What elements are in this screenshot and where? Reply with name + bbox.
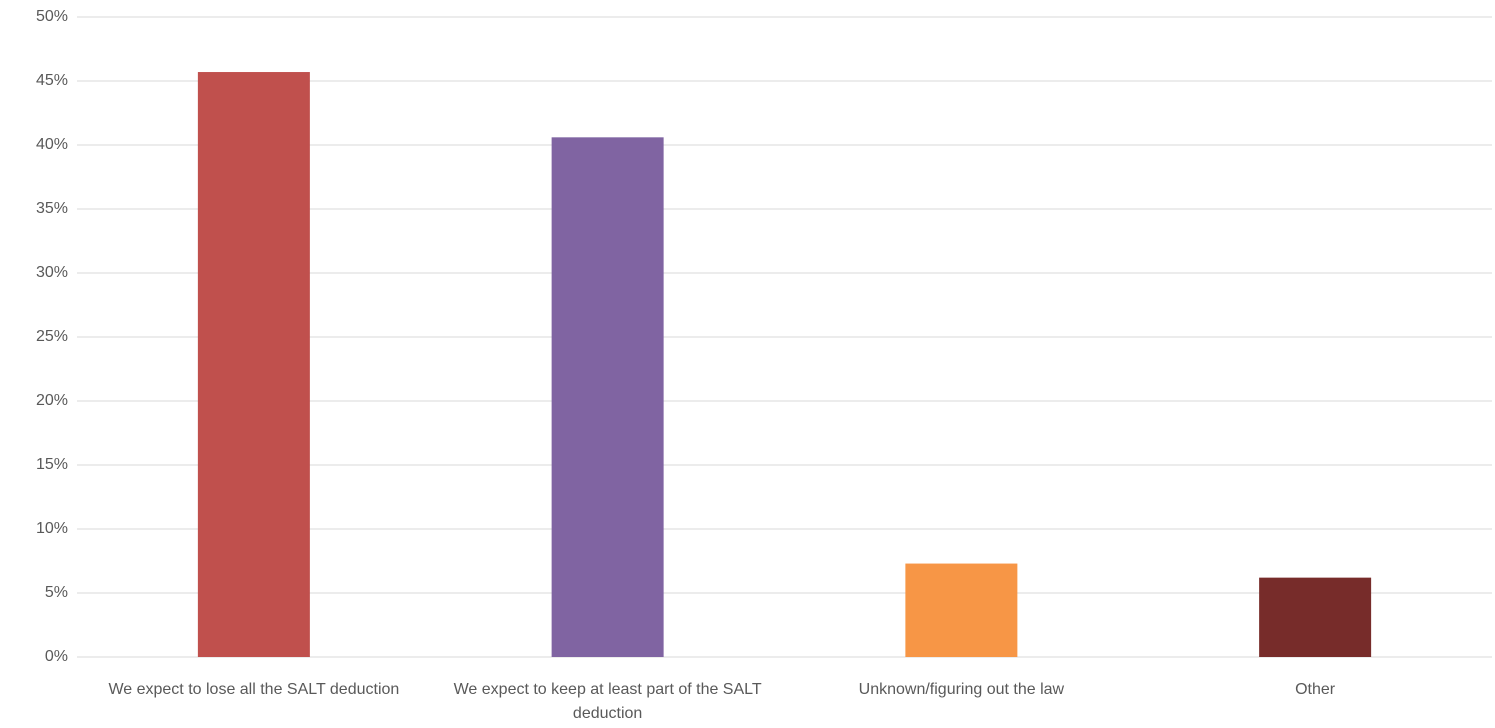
bar [197,72,310,658]
bar [1259,577,1372,657]
y-tick-label: 15% [36,456,68,473]
y-tick-label: 45% [36,72,68,89]
y-tick-label: 20% [36,392,68,409]
x-tick-label: We expect to keep at least part of the S… [454,681,762,722]
y-tick-label: 0% [45,648,68,665]
y-tick-label: 30% [36,264,68,281]
x-tick-label: We expect to lose all the SALT deduction [108,681,399,698]
y-tick-label: 5% [45,584,68,601]
x-tick-label: Unknown/figuring out the law [859,681,1065,698]
y-tick-label: 40% [36,136,68,153]
y-tick-label: 35% [36,200,68,217]
bar [551,137,664,657]
x-tick-label: Other [1295,681,1336,698]
y-tick-label: 25% [36,328,68,345]
y-tick-label: 10% [36,520,68,537]
y-tick-label: 50% [36,8,68,25]
bar [905,563,1018,657]
